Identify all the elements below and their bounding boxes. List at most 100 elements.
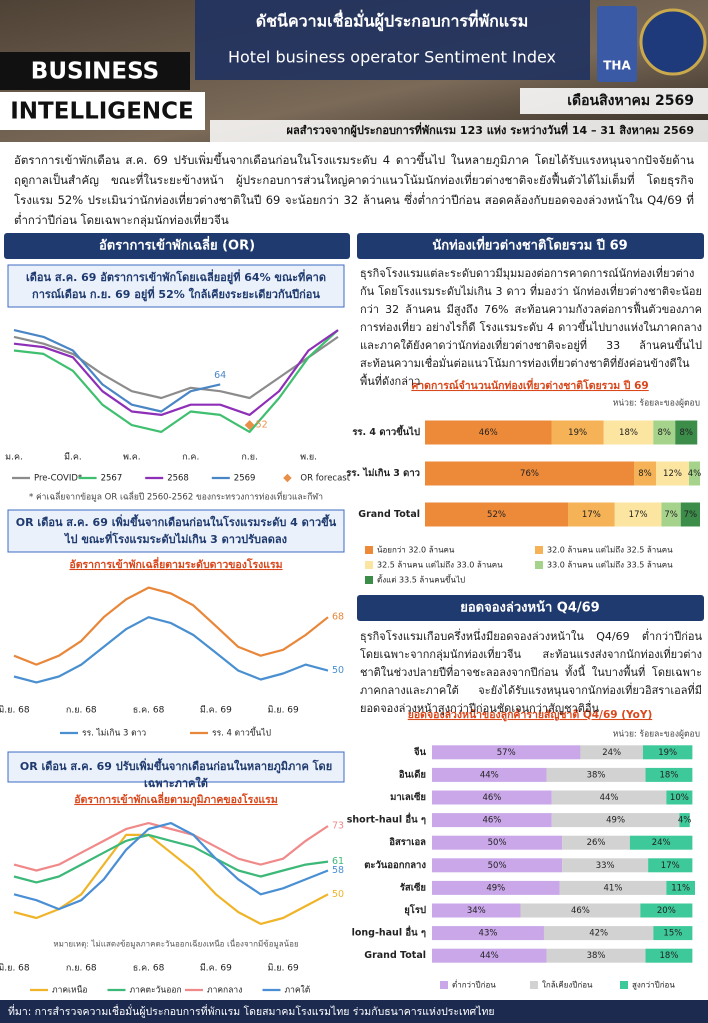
data-label: 8% (638, 469, 652, 479)
title-th: ดัชนีความเชื่อมั่นผู้ประกอบการที่พักแรม (256, 10, 529, 33)
bar-segment (679, 813, 690, 828)
data-label: 20% (657, 906, 676, 916)
footnote: * ค่าเฉลี่ยจากข้อมูล OR เฉลี่ยปี 2560-25… (29, 491, 323, 503)
headline: OR เดือน ส.ค. 69 เพิ่มขึ้นจากเดือนก่อนใน… (15, 516, 337, 546)
series-line (13, 335, 339, 400)
legend-label: น้อยกว่า 32.0 ล้านคน (377, 546, 455, 555)
category-label: รร. 4 ดาวขึ้นไป (352, 424, 420, 438)
legend-label: ภาคใต้ (285, 985, 311, 996)
bar-segment (551, 790, 667, 805)
bar-segment (551, 813, 680, 828)
series-line (13, 822, 329, 872)
headline: เดือน ส.ค. 69 อัตราการเข้าพักโดยเฉลี่ยอย… (26, 271, 326, 301)
section-header (4, 233, 350, 259)
data-label: 50 (332, 889, 344, 900)
bar-segment (543, 926, 654, 941)
bar-segment (666, 790, 693, 805)
bar-segment (546, 767, 646, 782)
data-label: 19% (568, 428, 587, 438)
bar-segment (645, 948, 693, 963)
survey: ผลสำรวจจากผู้ประกอบการที่พักแรม 123 แห่ง… (287, 122, 694, 138)
data-label: 76% (520, 469, 539, 479)
legend-label: Pre-COVID* (34, 474, 82, 484)
legend-label: ภาคกลาง (207, 986, 242, 996)
intro: อัตราการเข้าพักเดือน ส.ค. 69 ปรับเพิ่มขึ… (14, 153, 694, 227)
x-tick-label: พ.ค. (123, 453, 141, 463)
category-label: short-haul อื่น ๆ (347, 812, 426, 826)
category-label: long-haul อื่น ๆ (352, 925, 426, 939)
bar-segment (680, 502, 700, 527)
section-title: อัตราการเข้าพักเฉลี่ย (OR) (99, 236, 255, 254)
bar-segment (432, 745, 581, 760)
headline: OR เดือน ส.ค. 69 ปรับเพิ่มขึ้นจากเดือนก่… (19, 760, 333, 790)
headline-box (7, 509, 345, 553)
bar-segment (432, 858, 563, 873)
data-label: 57% (497, 748, 516, 758)
x-tick-label: ธ.ค. 68 (133, 964, 165, 974)
x-tick-label: ธ.ค. 68 (133, 706, 165, 716)
category-label: ยุโรป (404, 904, 426, 916)
period: เดือนสิงหาคม 2569 (567, 93, 694, 109)
section-title: นักท่องเที่ยวต่างชาติโดยรวม ปี 69 (432, 236, 627, 254)
bar-segment (689, 461, 700, 486)
bar-segment (432, 926, 544, 941)
data-label: 44% (480, 951, 499, 961)
x-tick-label: ก.ย. (241, 453, 257, 463)
section-title: ยอดจองล่วงหน้า Q4/69 (460, 600, 599, 616)
data-label: 58 (332, 865, 344, 876)
bar-segment (425, 420, 552, 445)
data-label: 46% (482, 793, 501, 803)
data-label: 19% (658, 748, 677, 758)
data-label: 4% (678, 816, 692, 826)
footer: ที่มา: การสำรวจความเชื่อมั่นผู้ประกอบการ… (8, 1004, 495, 1018)
data-label: 33% (596, 861, 615, 871)
data-label: 49% (486, 883, 505, 893)
data-label: 73 (332, 821, 344, 832)
data-label: 41% (604, 883, 623, 893)
data-label: 46% (571, 906, 590, 916)
legend-label: ตั้งแต่ 33.5 ล้านคนขึ้นไป (377, 574, 465, 585)
bar-segment (634, 461, 656, 486)
data-label: 10% (670, 793, 689, 803)
legend-swatch (365, 561, 373, 569)
section-header (357, 595, 704, 621)
legend-label: ภาคตะวันออก (130, 986, 182, 996)
legend-swatch (440, 981, 448, 989)
data-label: 68 (332, 612, 344, 623)
chart-unit: หน่วย: ร้อยละของผู้ตอบ (613, 398, 700, 409)
brand-band (0, 92, 205, 130)
category-label: มาเลเซีย (390, 791, 426, 803)
series-line (13, 822, 329, 911)
bar-segment (520, 903, 641, 918)
x-tick-label: มี.ค. (64, 452, 82, 463)
bar-segment (432, 813, 552, 828)
x-tick-label: ก.ย. 68 (66, 706, 97, 716)
data-label: 38% (587, 770, 606, 780)
brand-band (0, 52, 190, 90)
bar-segment (580, 745, 643, 760)
chart-unit: หน่วย: ร้อยละของผู้ตอบ (613, 729, 700, 740)
bar-segment (432, 790, 552, 805)
bar-segment (432, 948, 547, 963)
series-line (13, 329, 339, 433)
legend-label: รร. ไม่เกิน 3 ดาว (82, 728, 146, 739)
legend-label: 32.0 ล้านคน แต่ไม่ถึง 32.5 ล้านคน (547, 546, 673, 555)
series-line (13, 329, 221, 413)
data-label: 18% (660, 951, 679, 961)
category-label: อิสราเอล (389, 837, 426, 848)
data-label: 8% (680, 428, 694, 438)
category-label: รัสเซีย (400, 881, 426, 893)
legend-swatch (535, 561, 543, 569)
legend-swatch (365, 546, 373, 554)
legend-label: 2569 (234, 474, 256, 484)
logo-bot (639, 8, 707, 76)
data-label: 52% (487, 510, 506, 520)
chart-title: คาดการณ์จำนวนนักท่องเที่ยวต่างชาติโดยรวม… (411, 377, 648, 392)
bar-segment (432, 767, 547, 782)
legend-label: 2568 (167, 474, 189, 484)
bar-segment (614, 502, 662, 527)
data-label: 24% (652, 838, 671, 848)
